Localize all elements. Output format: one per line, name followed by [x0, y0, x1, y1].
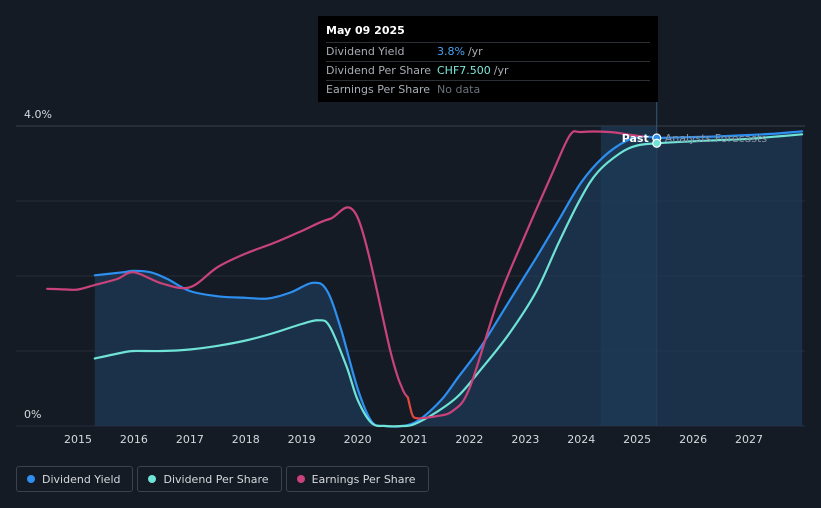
earnings-per-share-negative-line	[406, 396, 421, 420]
x-tick-label: 2021	[400, 433, 428, 446]
legend: Dividend Yield Dividend Per Share Earnin…	[16, 466, 429, 492]
dividend-per-share-line	[93, 142, 658, 428]
label-layer: 4.0% 0% Past Analysts Forecasts 2015 2016 2017…	[24, 108, 767, 446]
legend-dot-icon	[148, 475, 157, 483]
past-label: Past	[622, 132, 649, 145]
tooltip-label: Earnings Per Share	[326, 83, 431, 96]
tooltip-value: 3.8%	[437, 45, 465, 58]
x-tick-label: 2018	[232, 433, 260, 446]
earnings-per-share-recovery-line	[418, 130, 644, 420]
dividend-yield-forecast-line	[655, 130, 804, 140]
x-tick-label: 2016	[120, 433, 148, 446]
x-tick-label: 2027	[735, 433, 763, 446]
line-layer	[46, 130, 804, 428]
tooltip-row-earnings-per-share: Earnings Per Share No data	[326, 81, 650, 99]
x-tick-label: 2019	[288, 433, 316, 446]
tooltip-label: Dividend Yield	[326, 45, 405, 58]
x-tick-label: 2020	[344, 433, 372, 446]
tooltip-value: No data	[437, 83, 481, 96]
tooltip-unit: /yr	[493, 64, 509, 77]
legend-item-earnings-per-share[interactable]: Earnings Per Share	[285, 466, 429, 492]
tooltip: May 09 2025 Dividend Yield 3.8% /yr Divi…	[318, 16, 658, 102]
dividend-per-share-marker	[652, 138, 662, 148]
x-tick-label: 2023	[511, 433, 539, 446]
x-tick-label: 2024	[567, 433, 595, 446]
tooltip-label: Dividend Per Share	[326, 64, 432, 77]
earnings-per-share-line	[46, 206, 409, 399]
x-tick-label: 2026	[679, 433, 707, 446]
fill-layer	[94, 131, 803, 427]
chart-area: 4.0% 0% Past Analysts Forecasts 2015 2016 2017…	[16, 16, 805, 446]
y-axis-bottom-label: 0%	[24, 408, 41, 421]
tooltip-row-dividend-yield: Dividend Yield 3.8% /yr	[326, 43, 650, 62]
legend-dot-icon	[296, 475, 305, 483]
x-tick-label: 2017	[176, 433, 204, 446]
legend-label: Dividend Per Share	[163, 472, 269, 486]
legend-label: Earnings Per Share	[311, 472, 416, 486]
dividend-yield-area	[94, 131, 803, 427]
forecast-label: Analysts Forecasts	[665, 132, 768, 145]
legend-item-dividend-per-share[interactable]: Dividend Per Share	[137, 466, 282, 492]
tooltip-value: CHF7.500	[437, 64, 491, 77]
legend-label: Dividend Yield	[42, 472, 121, 486]
x-tick-label: 2015	[64, 433, 92, 446]
y-axis-top-label: 4.0%	[24, 108, 52, 121]
tooltip-row-dividend-per-share: Dividend Per Share CHF7.500 /yr	[326, 62, 650, 81]
legend-dot-icon	[27, 475, 35, 483]
tooltip-date: May 09 2025	[326, 24, 650, 43]
x-tick-label: 2022	[455, 433, 483, 446]
x-tick-label: 2025	[623, 433, 651, 446]
dividend-per-share-forecast-line	[655, 133, 804, 145]
tooltip-unit: /yr	[467, 45, 483, 58]
legend-item-dividend-yield[interactable]: Dividend Yield	[16, 466, 134, 492]
